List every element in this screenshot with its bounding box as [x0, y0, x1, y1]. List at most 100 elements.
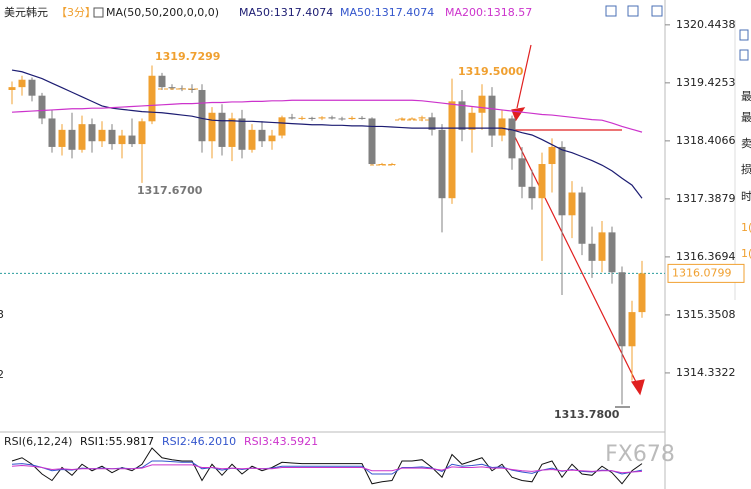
candle-body [128, 135, 136, 145]
candle-body [618, 272, 626, 347]
y-tick-label: 1315.3508 [676, 308, 736, 321]
candle-body [98, 129, 106, 142]
candle-body [58, 129, 66, 147]
candle-body [338, 118, 346, 120]
candle-body [278, 117, 286, 136]
legend-entry: RSI3:43.5921 [244, 435, 318, 448]
candle-body [458, 101, 466, 130]
icon[interactable] [739, 29, 749, 41]
y-tick-label: 1317.3879 [676, 192, 736, 205]
candle-body [408, 118, 416, 120]
candle-body [208, 112, 216, 142]
side-text: 1( [741, 247, 751, 260]
candle-body [538, 164, 546, 199]
candle-body [428, 117, 436, 130]
candle-body [298, 117, 306, 119]
y-tick-label: 1319.4253 [676, 76, 736, 89]
side-text: 时 [741, 190, 751, 203]
arrow-head [630, 379, 645, 396]
icon[interactable] [605, 5, 617, 17]
ma-spec: MA(50,50,200,0,0,0) [106, 6, 219, 19]
y-tick-label: 1318.4066 [676, 134, 736, 147]
symbol: 美元韩元 [4, 5, 48, 19]
arrow-line [509, 126, 637, 383]
icon[interactable] [627, 5, 639, 17]
candle-body [288, 117, 296, 119]
candle-body [348, 117, 356, 120]
candle-body [258, 129, 266, 142]
candle-body [8, 87, 16, 90]
legend-entry: MA200:1318.57 [445, 6, 532, 19]
candle-body [238, 118, 246, 150]
candle-body [598, 232, 606, 261]
candle-body [448, 101, 456, 199]
candle-body [418, 117, 426, 119]
checkbox[interactable] [93, 7, 104, 18]
last-price-label: 1316.0799 [672, 266, 732, 279]
candle-body [508, 118, 516, 159]
price-annotation: 1313.7800 [554, 408, 620, 421]
legend-entry: RSI2:46.2010 [162, 435, 236, 448]
side-text: 损 [741, 162, 751, 176]
candle-body [28, 79, 36, 96]
candle-body [38, 95, 46, 119]
legend-entry: MA50:1317.4074 [340, 6, 434, 19]
side-text: 卖 [741, 137, 751, 150]
ma-line [11, 99, 643, 133]
candle-body [368, 118, 376, 165]
candle-body [48, 118, 56, 147]
y-tick-label: 1314.3322 [676, 366, 736, 379]
y-tick-label: 1316.3694 [676, 250, 736, 263]
candle-body [468, 112, 476, 130]
period: 【3分】 [56, 6, 96, 19]
candle-body [68, 129, 76, 150]
candle-body [198, 89, 206, 142]
side-text: 1( [741, 221, 751, 234]
candle-body [248, 129, 256, 150]
last-price-box [667, 263, 745, 283]
candle-body [638, 273, 646, 313]
icon[interactable] [651, 5, 663, 17]
candle-body [168, 87, 176, 89]
candle-body [578, 192, 586, 244]
candle-body [148, 75, 156, 122]
candle-body [218, 112, 226, 147]
candle-body [518, 158, 526, 187]
ma-value: MA50:1317.4074 [239, 6, 333, 19]
icon[interactable] [739, 49, 749, 61]
left-tick-fragment: 3 [0, 308, 4, 321]
candle-body [118, 135, 126, 145]
candle-body [328, 117, 336, 119]
candle-body [608, 232, 616, 273]
legend-entry: RSI1:55.9817 [80, 435, 154, 448]
candle-body [318, 117, 326, 119]
rsi-line [11, 447, 643, 485]
candle-body [488, 95, 496, 136]
candle-body [438, 129, 446, 199]
candle-body [268, 135, 276, 142]
price-annotation: 1319.7299 [155, 50, 220, 63]
candle-body [108, 129, 116, 145]
candle-body [568, 192, 576, 216]
watermark: FX678 [605, 442, 675, 467]
candle-body [228, 118, 236, 147]
candle-body [478, 95, 486, 113]
side-text: 最 [741, 90, 751, 103]
candle-body [588, 243, 596, 261]
panel-title: RSI(6,12,24) [4, 435, 72, 448]
price-annotation: 1319.5000 [458, 65, 524, 78]
candle-body [88, 124, 96, 142]
candle-body [628, 312, 636, 347]
candle-body [498, 118, 506, 136]
left-tick-fragment: 2 [0, 368, 4, 381]
rsi-line [11, 464, 643, 474]
candle-body [398, 118, 406, 120]
candle-body [528, 186, 536, 199]
candle-body [158, 75, 166, 88]
candle-body [548, 146, 556, 165]
candle-body [78, 124, 86, 150]
candle-body [18, 79, 26, 88]
candle-body [138, 121, 146, 145]
